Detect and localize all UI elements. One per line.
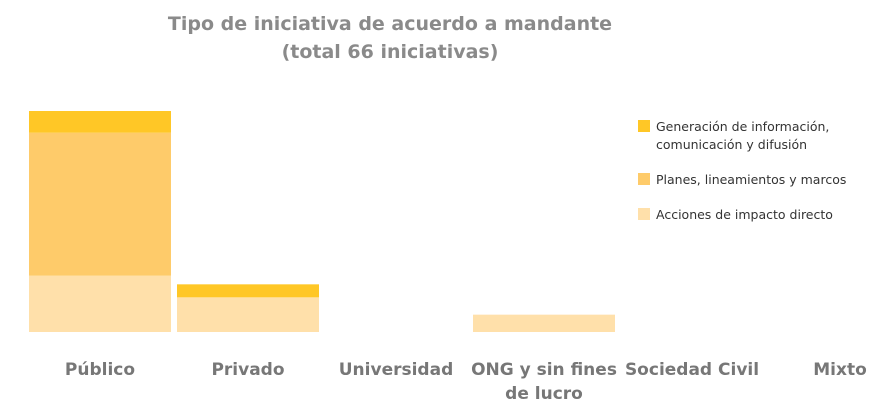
x-tick-label: Sociedad Civil xyxy=(624,360,760,380)
x-tick-label: Privado xyxy=(211,360,285,380)
x-tick-label: ONG y sin fines de lucro xyxy=(471,360,617,404)
legend-item: Planes, lineamientos y marcos xyxy=(638,171,856,189)
legend: Generación de información, comunicación … xyxy=(638,118,868,241)
legend-label: Acciones de impacto directo xyxy=(656,207,833,222)
legend-label: Planes, lineamientos y marcos xyxy=(656,172,847,187)
chart-title-block: Tipo de iniciativa de acuerdo a mandante… xyxy=(0,10,780,66)
x-tick-label: Universidad xyxy=(338,360,454,380)
legend-swatch xyxy=(638,173,650,185)
legend-swatch xyxy=(638,120,650,132)
bar-segment xyxy=(177,284,319,298)
legend-swatch xyxy=(638,208,650,220)
legend-label: Generación de información, comunicación … xyxy=(656,119,830,152)
chart-subtitle: (total 66 iniciativas) xyxy=(281,41,499,63)
bar-segment xyxy=(473,314,615,332)
legend-item: Generación de información, comunicación … xyxy=(638,118,856,154)
bar-segment xyxy=(29,275,171,332)
x-tick-label: Público xyxy=(64,360,136,380)
bar-segment xyxy=(29,132,171,276)
legend-item: Acciones de impacto directo xyxy=(638,206,856,224)
x-tick-label: Mixto xyxy=(813,360,867,380)
bar-segment xyxy=(177,297,319,332)
chart-title: Tipo de iniciativa de acuerdo a mandante xyxy=(167,13,613,35)
bar-segment xyxy=(29,111,171,133)
